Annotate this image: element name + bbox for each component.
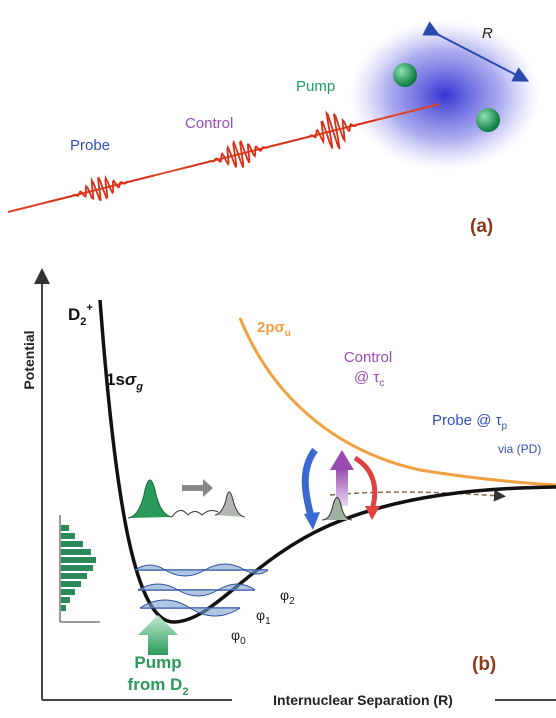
level-label: φ2 [280,587,295,607]
vibrational-levels [135,564,268,616]
level-sub: 2 [289,596,295,607]
dissociation-arrow [355,458,375,510]
probe-note: via (PD) [498,442,541,456]
level-label: φ0 [231,627,246,647]
separation-label: R [482,25,493,42]
nucleus [393,63,417,87]
panel-label: (b) [472,654,496,675]
laser-pulse [47,176,154,203]
level-sub: 1 [265,616,271,627]
pump-label: Pump [296,78,335,95]
pump-source-base: from D [128,675,183,694]
ion-label: D2+ [68,302,93,328]
panel-label: (a) [470,216,493,237]
control-label: Control [185,115,233,132]
level-base: φ [256,607,265,623]
ion-base: D [68,305,80,324]
control-label: Control [344,349,392,366]
x-axis-label: Internuclear Separation (R) [273,692,453,708]
state-base: 2pσ [257,319,285,336]
electron-cloud [350,20,540,170]
probe-label: Probe [70,137,110,154]
probe-base: Probe @ τ [432,412,502,429]
level-base: φ [280,587,289,603]
excited-state-label: 2pσu [257,319,291,339]
nucleus [476,108,500,132]
panel-b: Potential Internuclear Separation (R) [21,276,556,708]
control-time-base: @ τ [354,369,379,386]
wave-packet-evolution [128,479,245,518]
state-sub: g [135,381,143,393]
state-sub: u [285,328,291,339]
pump-label: Pump [134,653,181,672]
down-arrow [305,450,315,520]
excited-curve [240,318,556,485]
pump-source: from D2 [128,675,189,698]
control-time-sub: c [379,378,384,389]
population-histogram [60,515,100,622]
y-axis-label: Potential [21,330,37,389]
panel-a: R Probe Control Pump (a) [8,20,540,237]
level-label: φ1 [256,607,271,627]
control-time: @ τc [354,369,384,389]
ion-sub: 2 [80,316,86,328]
probe-sub: p [502,421,508,432]
laser-pulse [186,141,293,168]
probe-label: Probe @ τp [432,412,508,432]
ground-state-label: 1sσg [106,370,143,393]
pump-source-sub: 2 [182,686,188,698]
level-base: φ [231,627,240,643]
level-sub: 0 [240,636,246,647]
ion-sup: + [86,302,92,314]
ground-curve [100,300,556,622]
state-symbol: σ [125,370,137,389]
figure: R Probe Control Pump (a) Potential Inter… [0,0,556,718]
state-base: 1s [106,370,125,389]
